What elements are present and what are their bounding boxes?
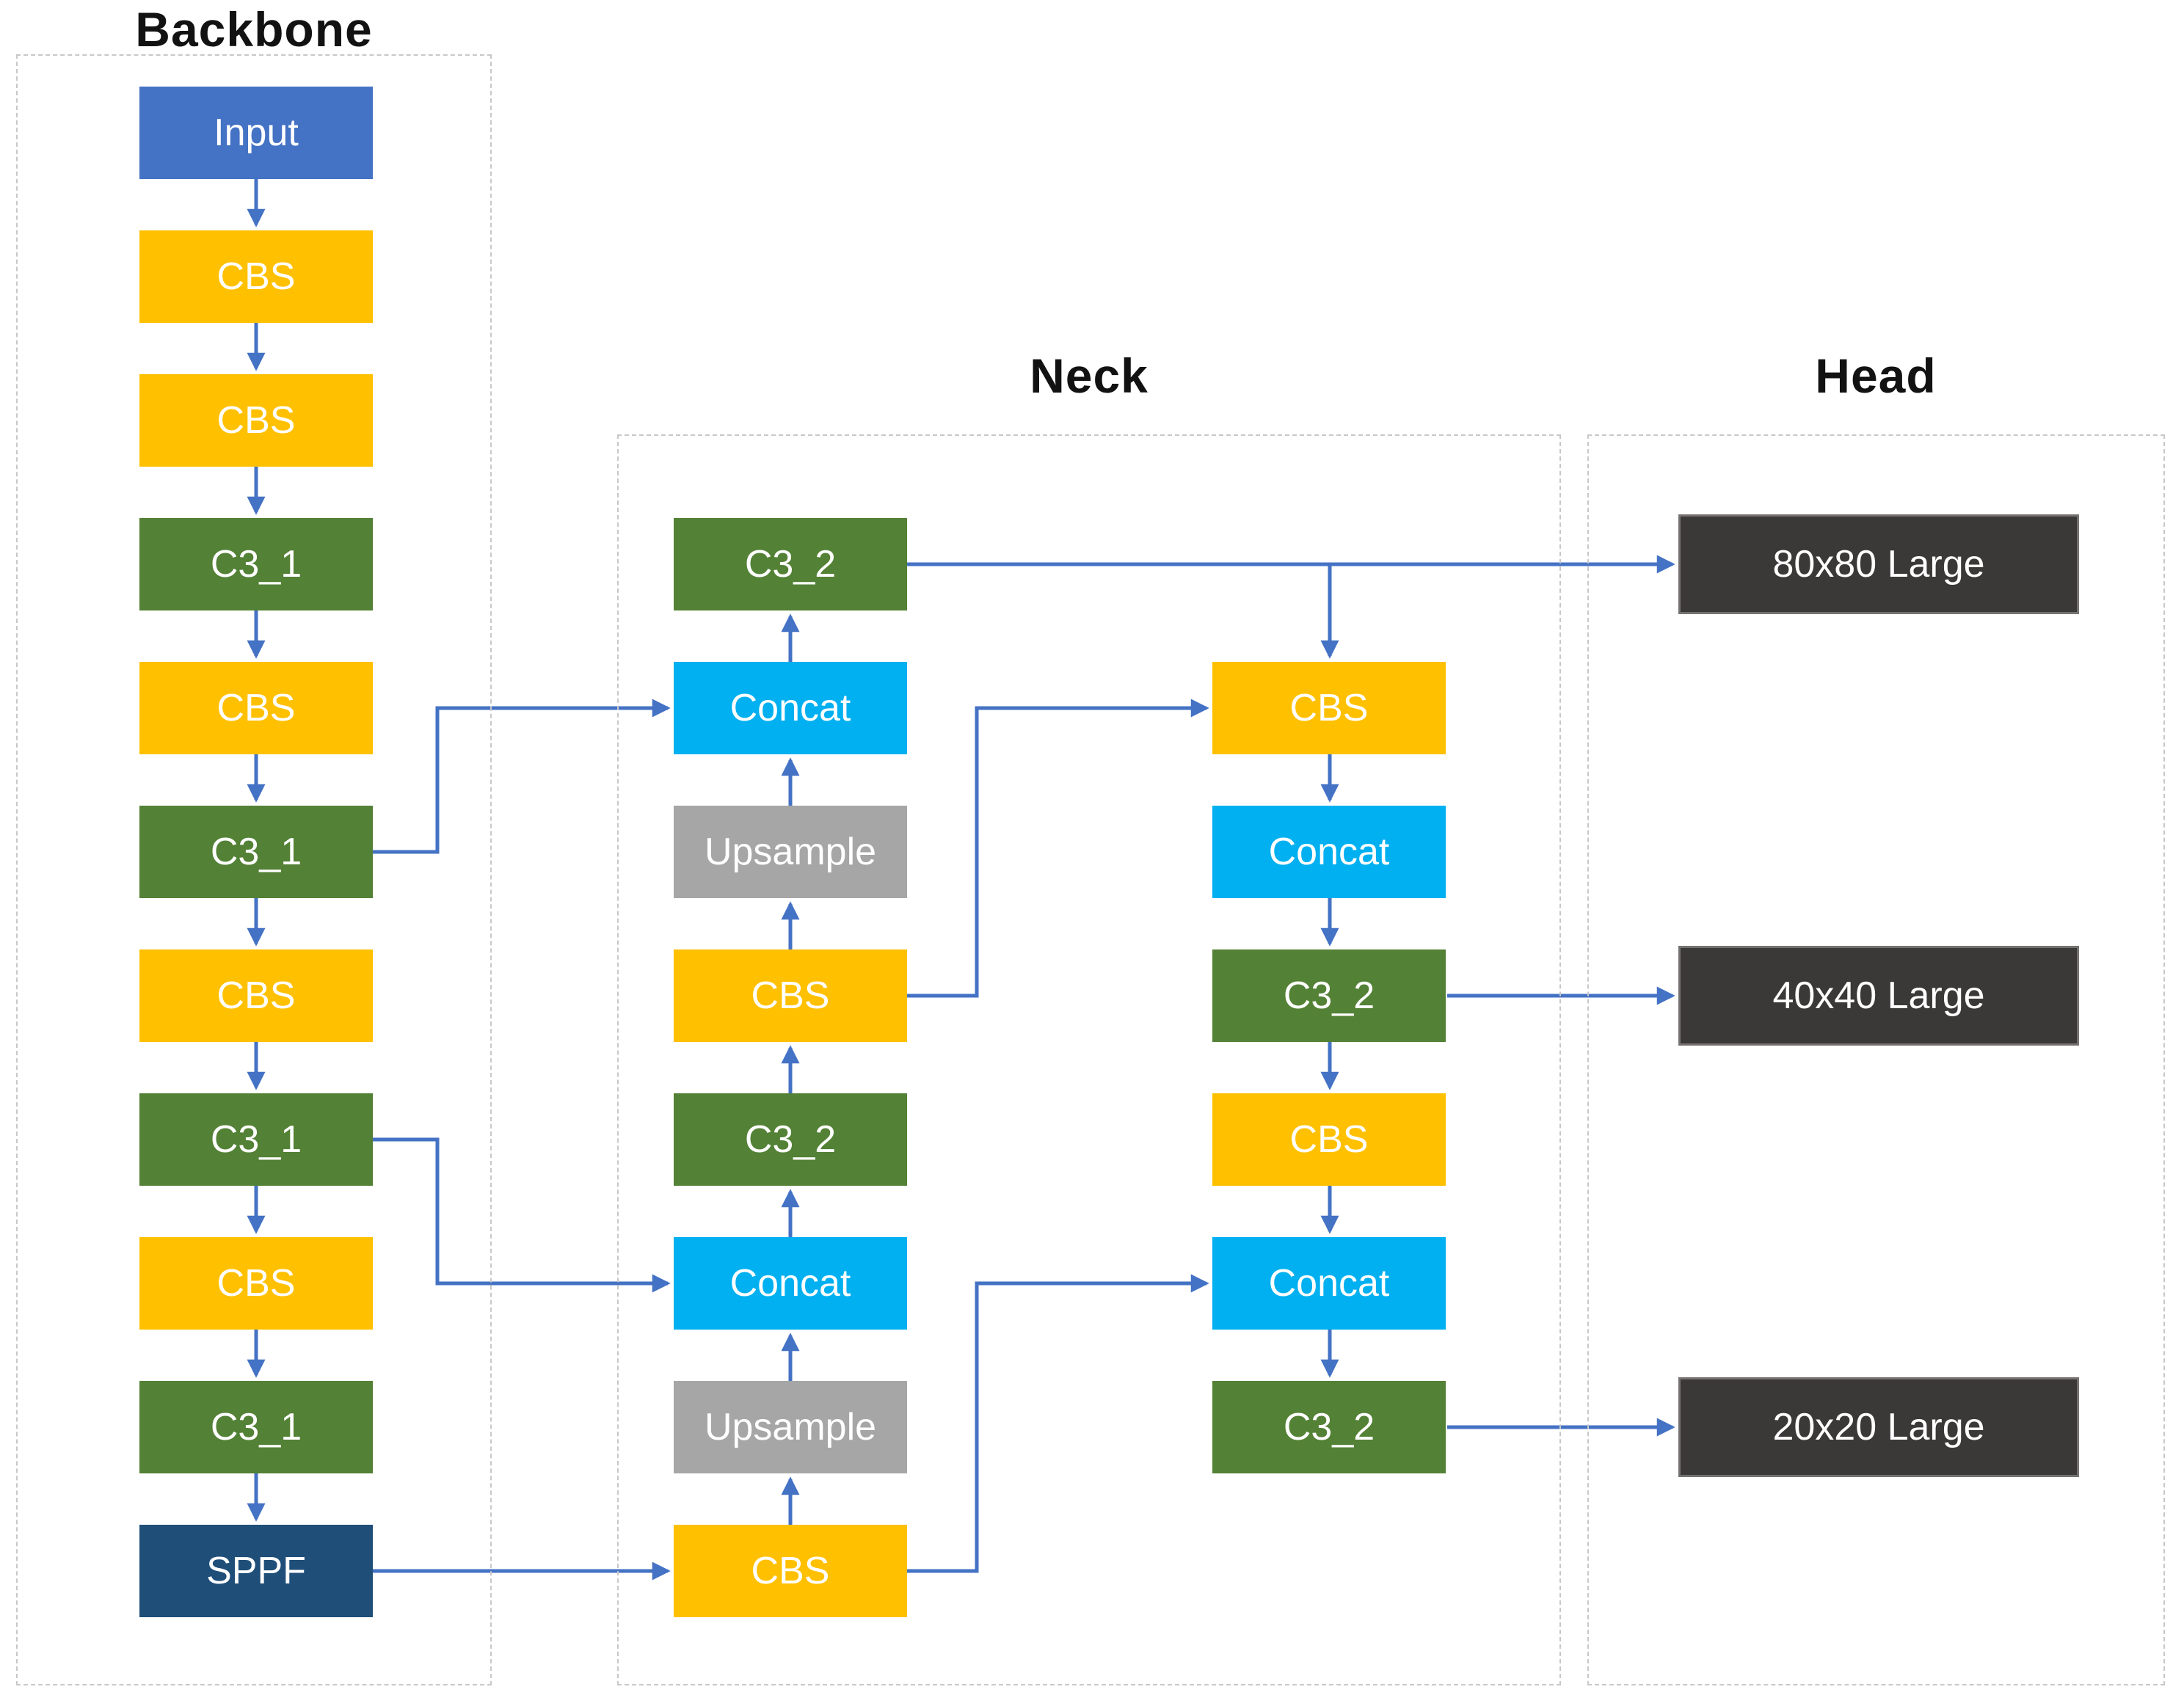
neck-right-node-concat-lower: Concat <box>1212 1237 1446 1330</box>
neck-region-frame <box>617 434 1561 1685</box>
backbone-node-c3_1-2: C3_1 <box>139 806 373 898</box>
backbone-node-cbs-2: CBS <box>139 374 373 467</box>
backbone-section-title: Backbone <box>135 2 373 56</box>
arrow-skip-c31-to-concat-upper <box>373 699 671 854</box>
neck-mid-node-concat-lower: Concat <box>674 1237 907 1330</box>
head-region-frame <box>1587 434 2165 1685</box>
head-node-40x40: 40x40 Large <box>1678 946 2079 1046</box>
backbone-node-sppf: SPPF <box>139 1525 373 1617</box>
neck-mid-node-upsample-upper: Upsample <box>674 806 907 898</box>
neck-right-node-concat-upper: Concat <box>1212 806 1446 898</box>
arrow-cbs-bottom-to-concat-right <box>907 1274 1209 1573</box>
backbone-region-frame <box>16 54 492 1685</box>
neck-right-node-cbs-top: CBS <box>1212 662 1446 754</box>
neck-mid-node-cbs-bottom: CBS <box>674 1525 907 1617</box>
neck-mid-node-c3_2-top: C3_2 <box>674 518 907 610</box>
backbone-node-c3_1-1: C3_1 <box>139 518 373 610</box>
backbone-node-input: Input <box>139 87 373 179</box>
neck-right-node-c3_2-upper: C3_2 <box>1212 949 1446 1042</box>
neck-section-title: Neck <box>1030 349 1149 403</box>
head-node-80x80: 80x80 Large <box>1678 514 2079 614</box>
backbone-node-c3_1-3: C3_1 <box>139 1093 373 1186</box>
head-node-20x20: 20x20 Large <box>1678 1377 2079 1477</box>
neck-mid-node-upsample-lower: Upsample <box>674 1381 907 1473</box>
backbone-node-cbs-4: CBS <box>139 949 373 1042</box>
neck-mid-node-c3_2-middle: C3_2 <box>674 1093 907 1186</box>
neck-mid-node-cbs-middle: CBS <box>674 949 907 1042</box>
arrow-skip-c31-to-concat-lower <box>373 1137 671 1293</box>
neck-right-node-cbs-bottom: CBS <box>1212 1093 1446 1186</box>
backbone-node-c3_1-4: C3_1 <box>139 1381 373 1473</box>
neck-right-node-c3_2-lower: C3_2 <box>1212 1381 1446 1473</box>
head-section-title: Head <box>1815 349 1937 403</box>
neck-mid-node-concat-upper: Concat <box>674 662 907 754</box>
backbone-node-cbs-5: CBS <box>139 1237 373 1330</box>
backbone-node-cbs-3: CBS <box>139 662 373 754</box>
arrow-cbs-middle-to-cbs-right <box>907 699 1209 998</box>
backbone-node-cbs-1: CBS <box>139 230 373 323</box>
